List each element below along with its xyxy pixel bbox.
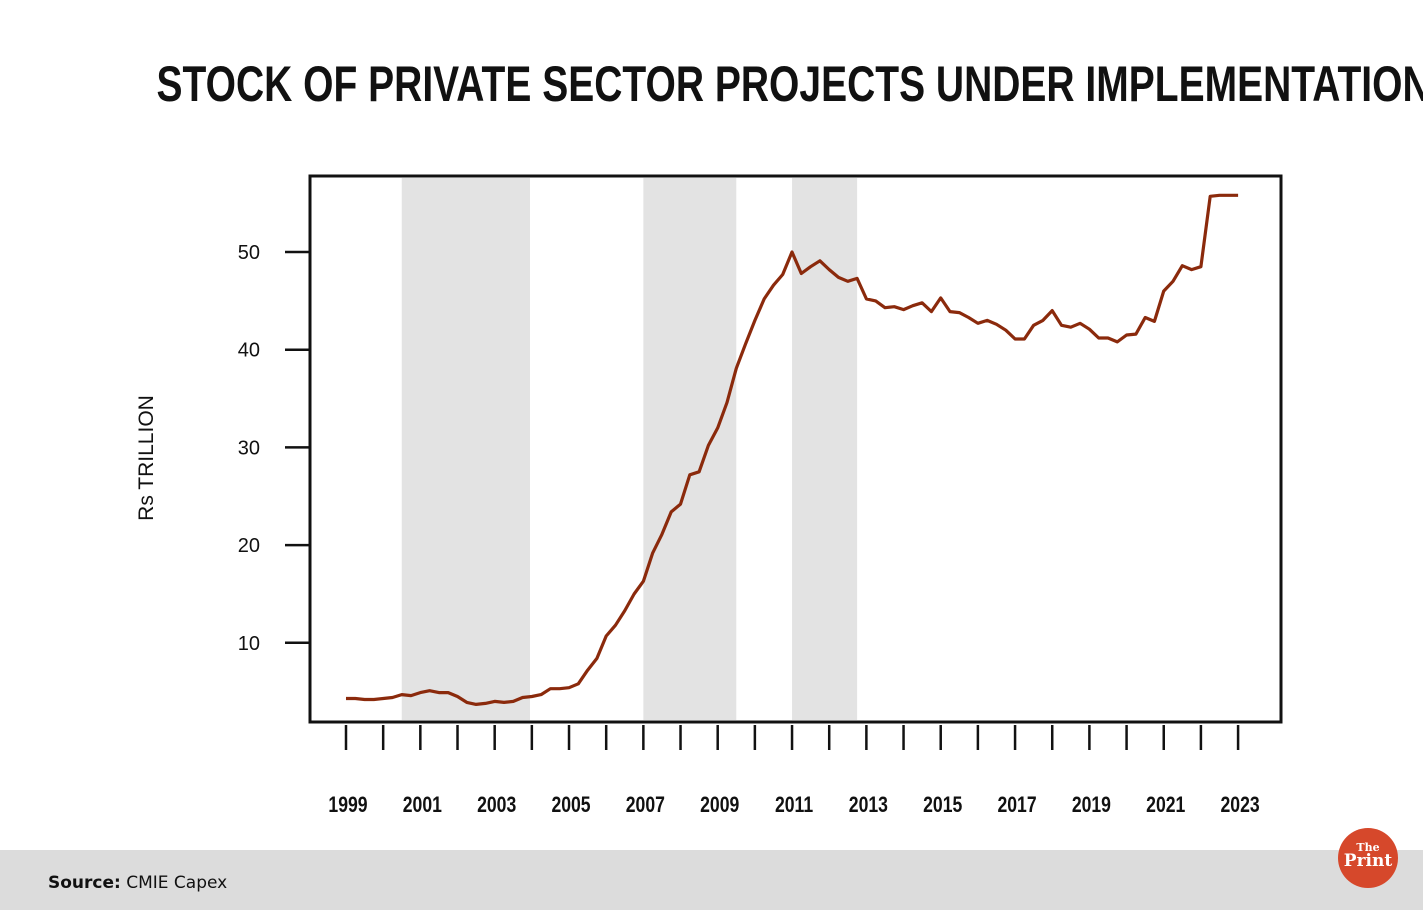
x-tick-label: 2009 [700,793,739,817]
x-tick-label: 1999 [328,793,367,817]
x-tick-label: 2023 [1221,793,1260,817]
y-tick-label: 30 [238,437,260,459]
x-tick-label: 2015 [923,793,962,817]
source-note: Source: CMIE Capex [48,873,227,893]
chart-title: STOCK OF PRIVATE SECTOR PROJECTS UNDER I… [156,56,1423,112]
shaded-period-2 [792,178,858,720]
y-axis: 10 20 30 40 50 [238,242,310,655]
source-value: CMIE Capex [126,873,228,893]
y-tick-label: 40 [238,340,260,362]
source-label: Source: [48,873,121,893]
x-tick-label: 2011 [775,793,813,817]
logo-line1: The [1356,841,1380,854]
y-tick-label: 50 [238,242,260,264]
x-tick-label: 2001 [403,793,442,817]
y-tick-label: 20 [238,535,260,557]
x-tick-label: 2019 [1072,793,1111,817]
x-tick-label: 2005 [551,793,590,817]
series-layer [345,193,1239,707]
logo-line2: Print [1343,851,1393,871]
x-tick-label: 2017 [997,793,1036,817]
x-tick-label: 2013 [849,793,888,817]
shaded-period-1 [643,178,737,720]
x-tick-label: 2021 [1146,793,1185,817]
x-tick-label: 2003 [477,793,516,817]
footer-bar [0,850,1423,910]
shaded-period-0 [401,178,530,720]
plot-frame [308,174,1283,724]
x-tick-label: 2007 [626,793,665,817]
line-chart: 10 20 30 40 50 1999 2001 2003 2005 2007 2009 2011 2… [135,174,1283,818]
theprint-logo: The Print [1338,828,1398,888]
y-axis-title: Rs TRILLION [135,395,158,521]
x-axis: 1999 2001 2003 2005 2007 2009 2011 2013 2015 2017… [328,725,1260,818]
shaded-periods [401,178,858,720]
y-tick-label: 10 [238,633,260,655]
